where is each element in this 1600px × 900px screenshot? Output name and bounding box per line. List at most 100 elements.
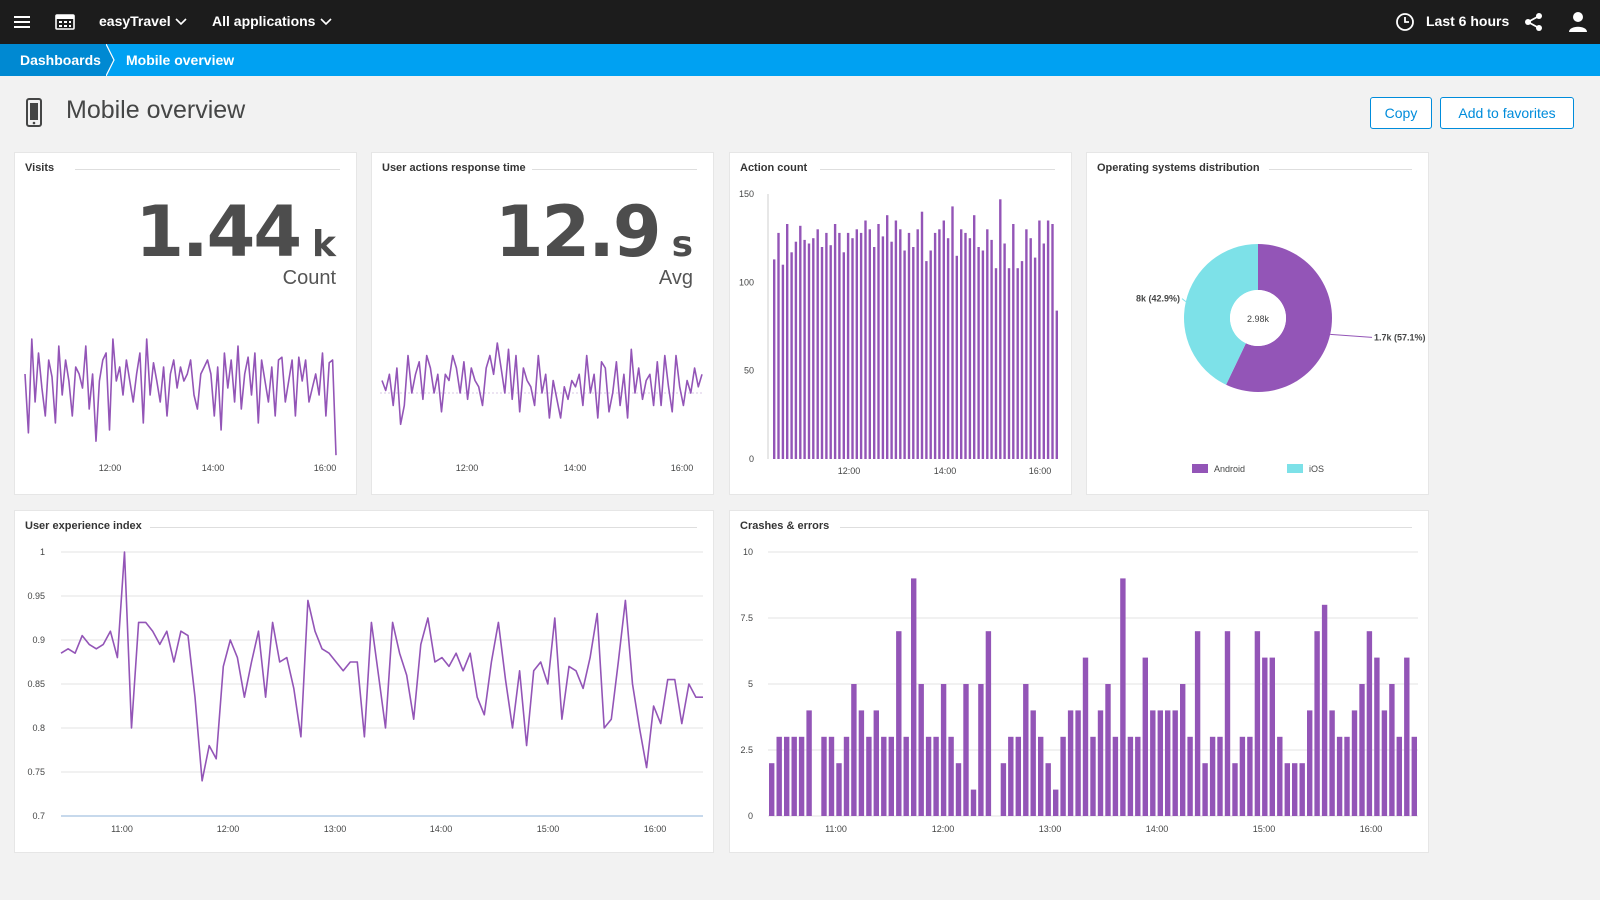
y-tick-label: 0.7 <box>32 811 45 821</box>
bar <box>828 736 835 816</box>
breadcrumb-dashboards[interactable]: Dashboards <box>0 44 106 76</box>
bar <box>881 236 885 459</box>
clock-icon[interactable] <box>1395 12 1415 32</box>
divider <box>150 527 697 528</box>
bar <box>1396 736 1402 816</box>
timeframe-selector[interactable]: Last 6 hours <box>1426 13 1510 29</box>
bar <box>790 252 793 459</box>
bar <box>946 238 950 459</box>
tile-action-count[interactable]: Action count 150 100 50 0 12:00 14:00 16:00 <box>729 152 1072 495</box>
bar <box>1127 736 1134 816</box>
x-tick-label: 16:00 <box>644 824 667 834</box>
bar <box>1007 268 1011 459</box>
bar <box>851 684 857 816</box>
bar <box>784 736 790 816</box>
bar <box>1120 578 1126 816</box>
bar <box>1247 736 1253 816</box>
bar <box>951 206 954 459</box>
x-tick-label: 14:00 <box>430 824 453 834</box>
bar <box>873 247 876 459</box>
bar <box>999 199 1002 460</box>
x-tick-label: 16:00 <box>1029 466 1052 476</box>
divider <box>840 527 1412 528</box>
bar <box>846 232 850 459</box>
bar <box>1142 657 1148 816</box>
environment-selector[interactable]: easyTravel <box>99 13 171 29</box>
bar <box>933 232 937 459</box>
bar <box>1187 736 1193 816</box>
tile-crashes-errors[interactable]: Crashes & errors 10 7.5 5 2.5 0 11:00 12:00 13:… <box>729 510 1429 853</box>
dashboard-icon[interactable] <box>55 13 75 31</box>
x-tick-label: 12:00 <box>456 463 479 473</box>
bar <box>816 229 819 459</box>
divider <box>820 169 1055 170</box>
chevron-down-icon[interactable] <box>320 17 332 27</box>
bar <box>1329 710 1335 816</box>
x-tick-label: 12:00 <box>838 466 861 476</box>
tile-response-time[interactable]: User actions response time 12.9 s Avg 12:… <box>371 152 714 495</box>
bar <box>1224 631 1231 816</box>
user-icon[interactable] <box>1568 11 1588 33</box>
menu-icon[interactable] <box>13 13 31 31</box>
divider <box>1269 169 1412 170</box>
bar <box>938 229 941 459</box>
bar <box>1172 710 1178 816</box>
bar <box>955 763 962 816</box>
bar <box>990 239 993 459</box>
legend-label-ios: iOS <box>1309 464 1324 474</box>
legend-label-android: Android <box>1214 464 1245 474</box>
application-selector[interactable]: All applications <box>212 13 316 29</box>
x-tick-label: 14:00 <box>202 463 225 473</box>
share-icon[interactable] <box>1524 12 1544 32</box>
bar <box>1082 657 1089 816</box>
bar <box>798 736 805 816</box>
pie-slice-android <box>1226 244 1332 392</box>
chevron-down-icon[interactable] <box>175 17 187 27</box>
copy-button[interactable]: Copy <box>1370 97 1432 129</box>
bar <box>925 736 932 816</box>
bar <box>1374 657 1380 816</box>
bar <box>1180 684 1186 816</box>
response-time-sparkline: 12:00 14:00 16:00 <box>380 342 704 473</box>
bar <box>1366 631 1373 816</box>
series-line <box>24 338 337 456</box>
bar <box>918 684 924 816</box>
tile-user-experience-index[interactable]: User experience index 1 0.95 0.9 0.85 0.8 0.7… <box>14 510 714 853</box>
bar <box>888 736 894 816</box>
bar <box>773 259 776 459</box>
page-title: Mobile overview <box>66 96 246 124</box>
bar <box>1404 657 1410 816</box>
bar <box>1292 763 1298 816</box>
bar <box>1016 268 1019 459</box>
add-to-favorites-button[interactable]: Add to favorites <box>1440 97 1574 129</box>
donut-center-label: 2.98k <box>1247 314 1270 324</box>
breadcrumb-mobile-overview[interactable]: Mobile overview <box>126 52 235 68</box>
bar <box>948 736 954 816</box>
tile-visits[interactable]: Visits 1.44 k Count 12:00 14:00 16:00 <box>14 152 357 495</box>
user-experience-index-chart: 1 0.95 0.9 0.85 0.8 0.75 0.7 11:00 12:00 13:00 14:… <box>27 547 703 834</box>
pie-leader-line <box>1181 298 1187 303</box>
bar <box>912 247 915 459</box>
x-tick-label: 14:00 <box>564 463 587 473</box>
response-time-aggregation: Avg <box>658 267 693 289</box>
bar <box>968 238 972 459</box>
bar <box>1046 220 1050 459</box>
bar <box>1105 684 1111 816</box>
bar <box>1344 736 1350 816</box>
action-count-chart: 150 100 50 0 12:00 14:00 16:00 <box>739 189 1058 476</box>
bar <box>1217 736 1223 816</box>
bar <box>920 211 924 459</box>
tile-os-distribution[interactable]: Operating systems distribution 1.7k (57.… <box>1086 152 1429 495</box>
bar <box>1038 736 1044 816</box>
legend-swatch-android <box>1192 464 1208 473</box>
bar <box>964 232 967 459</box>
bar <box>873 710 879 816</box>
bar <box>833 224 837 459</box>
bar <box>894 220 898 459</box>
response-time-unit: s <box>671 224 693 265</box>
bar <box>1097 710 1104 816</box>
bar <box>791 736 797 816</box>
bar <box>1033 257 1037 459</box>
bar <box>1351 710 1358 816</box>
bar <box>803 239 806 459</box>
